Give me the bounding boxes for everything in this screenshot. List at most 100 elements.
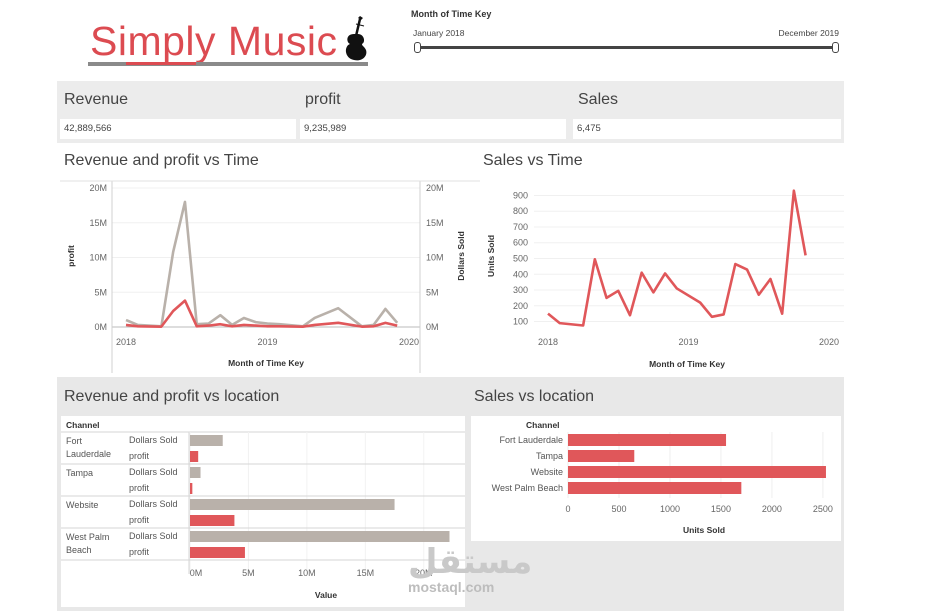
sales-loc-title: Sales vs location — [474, 388, 595, 405]
rl-bar-dollars-sold[interactable] — [190, 499, 395, 510]
sl-xtick: 500 — [611, 504, 626, 514]
logo-underline — [88, 62, 368, 66]
rt-xtick: 2020 — [399, 337, 419, 347]
rt-xlabel: Month of Time Key — [228, 358, 304, 368]
rl-bar-dollars-sold[interactable] — [190, 467, 201, 478]
st-ytick: 800 — [513, 206, 528, 216]
rt-ylabel-right: Dollars Sold — [456, 231, 466, 281]
rl-category-label: Tampa — [66, 468, 93, 478]
rev-loc-title: Revenue and profit vs location — [64, 388, 280, 405]
sl-bar-units-sold[interactable] — [568, 466, 826, 478]
rt-ytick-left: 0M — [94, 322, 107, 332]
rt-ytick-right: 5M — [426, 287, 439, 297]
rt-ytick-left: 20M — [89, 183, 107, 193]
rl-bar-profit[interactable] — [190, 547, 245, 558]
rl-category-label: Lauderdale — [66, 449, 111, 459]
rl-bar-profit[interactable] — [190, 483, 193, 494]
sl-category-label: West Palm Beach — [492, 483, 563, 493]
rl-bar-dollars-sold[interactable] — [190, 531, 450, 542]
rl-xtick: 0M — [190, 568, 203, 578]
rl-xtick: 10M — [298, 568, 316, 578]
rt-series-dollars-sold[interactable] — [125, 200, 399, 328]
logo-underline-accent — [126, 62, 196, 65]
sales-time-chart: 100 200 300 400 500 600 700 800 900 2018 2019 2020… — [486, 189, 844, 369]
rl-measure-label: Dollars Sold — [129, 435, 178, 445]
sl-xtick: 1000 — [660, 504, 680, 514]
sl-category-label: Fort Lauderdale — [499, 435, 563, 445]
rl-xlabel: Value — [315, 590, 337, 600]
kpi-band: Revenue 42,889,566 profit 9,235,989 Sale… — [57, 81, 844, 143]
filter-start-handle[interactable] — [414, 42, 421, 53]
kpi-profit-value: 9,235,989 — [300, 119, 566, 139]
kpi-profit-label: profit — [305, 91, 341, 108]
rev-time-chart: 0M 5M 10M 15M 20M 0M 5M 10M 15M 20M 2018 2019 2020… — [60, 180, 480, 373]
rev-loc-panel — [61, 416, 465, 607]
st-ytick: 100 — [513, 317, 528, 327]
rl-category-label: Website — [66, 500, 98, 510]
date-filter: Month of Time Key January 2018 December … — [411, 9, 841, 59]
rt-ytick-right: 0M — [426, 322, 439, 332]
filter-start-label: January 2018 — [413, 28, 465, 38]
rl-measure-label: Dollars Sold — [129, 531, 178, 541]
rl-xtick: 15M — [357, 568, 375, 578]
sales-loc-chart: Channel Fort Lauderdale Tampa Website West … — [492, 420, 833, 535]
sl-xtick: 1500 — [711, 504, 731, 514]
kpi-sales-value: 6,475 — [573, 119, 841, 139]
sl-xtick: 0 — [565, 504, 570, 514]
rt-series-profit[interactable] — [125, 299, 398, 328]
rl-bar-profit[interactable] — [190, 515, 235, 526]
st-ytick: 500 — [513, 254, 528, 264]
st-ytick: 600 — [513, 238, 528, 248]
st-ylabel: Units Sold — [486, 235, 496, 277]
rl-xtick: 5M — [242, 568, 255, 578]
st-xlabel: Month of Time Key — [649, 359, 725, 369]
rl-bar-dollars-sold[interactable] — [190, 435, 223, 446]
sl-bar-units-sold[interactable] — [568, 434, 727, 446]
sl-header: Channel — [526, 420, 560, 430]
st-ytick: 700 — [513, 222, 528, 232]
st-xtick: 2018 — [538, 337, 558, 347]
kpi-revenue-label: Revenue — [64, 91, 129, 108]
kpi-revenue-value: 42,889,566 — [60, 119, 296, 139]
rl-category-label: Beach — [66, 545, 92, 555]
rl-measure-label: Dollars Sold — [129, 499, 178, 509]
sales-time-title: Sales vs Time — [483, 152, 583, 169]
rt-ytick-right: 10M — [426, 253, 444, 263]
rt-ytick-left: 5M — [94, 287, 107, 297]
watermark-latin: mostaql.com — [408, 579, 495, 595]
rl-header: Channel — [66, 420, 100, 430]
rt-ytick-right: 20M — [426, 183, 444, 193]
st-xtick: 2020 — [819, 337, 839, 347]
sl-xtick: 2000 — [762, 504, 782, 514]
st-series-units-sold[interactable] — [547, 189, 807, 327]
rt-ylabel: profit — [66, 245, 76, 267]
logo: Simply Music — [86, 14, 382, 78]
filter-end-label: December 2019 — [778, 28, 839, 38]
watermark-arabic: مستقل — [408, 543, 533, 581]
rl-measure-label: profit — [129, 515, 150, 525]
rl-measure-label: profit — [129, 451, 150, 461]
st-ytick: 400 — [513, 269, 528, 279]
rev-time-title: Revenue and profit vs Time — [64, 152, 259, 169]
rl-measure-label: profit — [129, 547, 150, 557]
rev-loc-chart: Channel Fort Lauderdale Dollars Sold profit… — [61, 420, 465, 600]
rt-ytick-left: 15M — [89, 218, 107, 228]
sl-category-label: Website — [531, 467, 563, 477]
rt-ytick-left: 10M — [89, 253, 107, 263]
logo-text: Simply Music — [90, 18, 338, 64]
filter-title: Month of Time Key — [411, 9, 492, 19]
rl-bar-profit[interactable] — [190, 451, 199, 462]
rl-measure-label: profit — [129, 483, 150, 493]
rt-xtick: 2019 — [257, 337, 277, 347]
st-ytick: 200 — [513, 301, 528, 311]
rl-category-label: Fort — [66, 436, 83, 446]
sl-bar-units-sold[interactable] — [568, 482, 742, 494]
rt-ytick-right: 15M — [426, 218, 444, 228]
st-ytick: 300 — [513, 285, 528, 295]
filter-slider-track[interactable] — [417, 46, 835, 49]
sl-bar-units-sold[interactable] — [568, 450, 635, 462]
sl-category-label: Tampa — [536, 451, 563, 461]
filter-end-handle[interactable] — [832, 42, 839, 53]
sl-xlabel: Units Sold — [683, 525, 725, 535]
st-xtick: 2019 — [678, 337, 698, 347]
